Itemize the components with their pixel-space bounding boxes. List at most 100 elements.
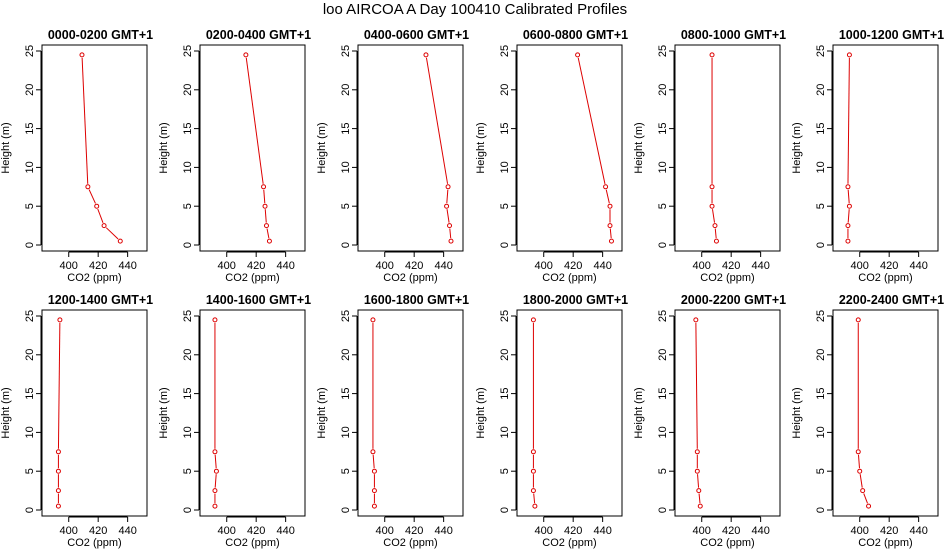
y-tick-label: 25 [340,310,352,322]
profile-segment [105,227,119,240]
data-point [212,488,218,494]
data-point [445,184,451,190]
data-point [709,52,715,58]
y-tick-label: 0 [815,242,827,248]
profile-segment [97,208,104,223]
data-point [371,503,377,509]
y-axis-label: Height (m) [791,387,803,438]
plot-frame [41,44,148,252]
plot-frame [516,309,623,517]
y-tick-label: 0 [340,242,352,248]
data-point [55,449,61,455]
data-point [846,203,852,209]
x-axis-label: CO2 (ppm) [700,537,754,549]
y-tick-label: 10 [182,426,194,438]
y-tick-label: 15 [182,387,194,399]
chart-title: 1200-1400 GMT+1 [48,293,153,307]
data-point [266,238,272,244]
profile-segment [577,57,606,184]
x-tick-label: 400 [376,260,394,272]
y-tick-label: 0 [182,507,194,513]
y-tick-label: 5 [657,203,669,209]
chart-title: 0200-0400 GMT+1 [206,28,311,42]
plot-frame [41,309,148,517]
y-tick-label: 5 [815,203,827,209]
y-axis-label: Height (m) [158,387,170,438]
data-point [860,488,866,494]
y-tick-label: 20 [182,349,194,361]
y-tick-label: 15 [657,387,669,399]
data-point [212,449,218,455]
data-point [696,488,702,494]
x-tick-label: 400 [535,260,553,272]
y-tick-label: 0 [657,507,669,513]
data-point [846,52,852,58]
profile-segment [605,189,610,204]
x-axis-label: CO2 (ppm) [225,537,279,549]
chart-title: 1600-1800 GMT+1 [364,293,469,307]
x-tick-label: 400 [60,525,78,537]
chart-title: 2200-2400 GMT+1 [839,293,944,307]
y-tick-label: 25 [657,45,669,57]
chart-title: 1800-2000 GMT+1 [523,293,628,307]
x-tick-label: 420 [405,260,423,272]
data-point [857,468,863,474]
y-axis-label: Height (m) [158,122,170,173]
x-tick-label: 440 [909,525,927,537]
x-axis-label: CO2 (ppm) [542,537,596,549]
y-tick-label: 5 [182,203,194,209]
data-point [423,52,429,58]
data-point [855,449,861,455]
profile-segment [863,493,868,504]
x-tick-label: 420 [247,525,265,537]
data-point [94,203,100,209]
chart-title: 0600-0800 GMT+1 [523,28,628,42]
y-tick-label: 20 [815,84,827,96]
y-tick-label: 25 [499,45,511,57]
profile-segment [88,189,96,204]
profile-segment [81,57,89,184]
profile-segment [859,474,863,488]
y-tick-label: 25 [24,45,36,57]
profile-segment [698,493,701,504]
y-tick-label: 0 [815,507,827,513]
x-axis-label: CO2 (ppm) [700,272,754,284]
chart-title: 0000-0200 GMT+1 [48,28,153,42]
data-point [855,317,861,323]
chart-title: 0400-0600 GMT+1 [364,28,469,42]
data-point [101,223,107,229]
data-point [55,503,61,509]
x-tick-label: 420 [247,260,265,272]
x-tick-label: 420 [880,525,898,537]
profile-segment [57,322,61,449]
y-tick-label: 15 [182,122,194,134]
y-tick-label: 25 [182,45,194,57]
x-axis-label: CO2 (ppm) [383,537,437,549]
y-tick-label: 0 [499,242,511,248]
y-tick-label: 20 [340,84,352,96]
y-axis-label: Height (m) [316,387,328,438]
x-tick-label: 440 [434,260,452,272]
y-tick-label: 5 [815,468,827,474]
data-point [530,488,536,494]
profile-segment [697,474,700,488]
x-tick-label: 400 [218,525,236,537]
y-tick-label: 10 [499,161,511,173]
profile-segment [266,228,270,239]
x-tick-label: 440 [593,525,611,537]
data-point [530,317,536,323]
y-tick-label: 10 [815,426,827,438]
x-axis-label: CO2 (ppm) [542,272,596,284]
data-point [694,449,700,455]
y-tick-label: 10 [24,426,36,438]
y-tick-label: 10 [815,161,827,173]
data-point [243,52,249,58]
